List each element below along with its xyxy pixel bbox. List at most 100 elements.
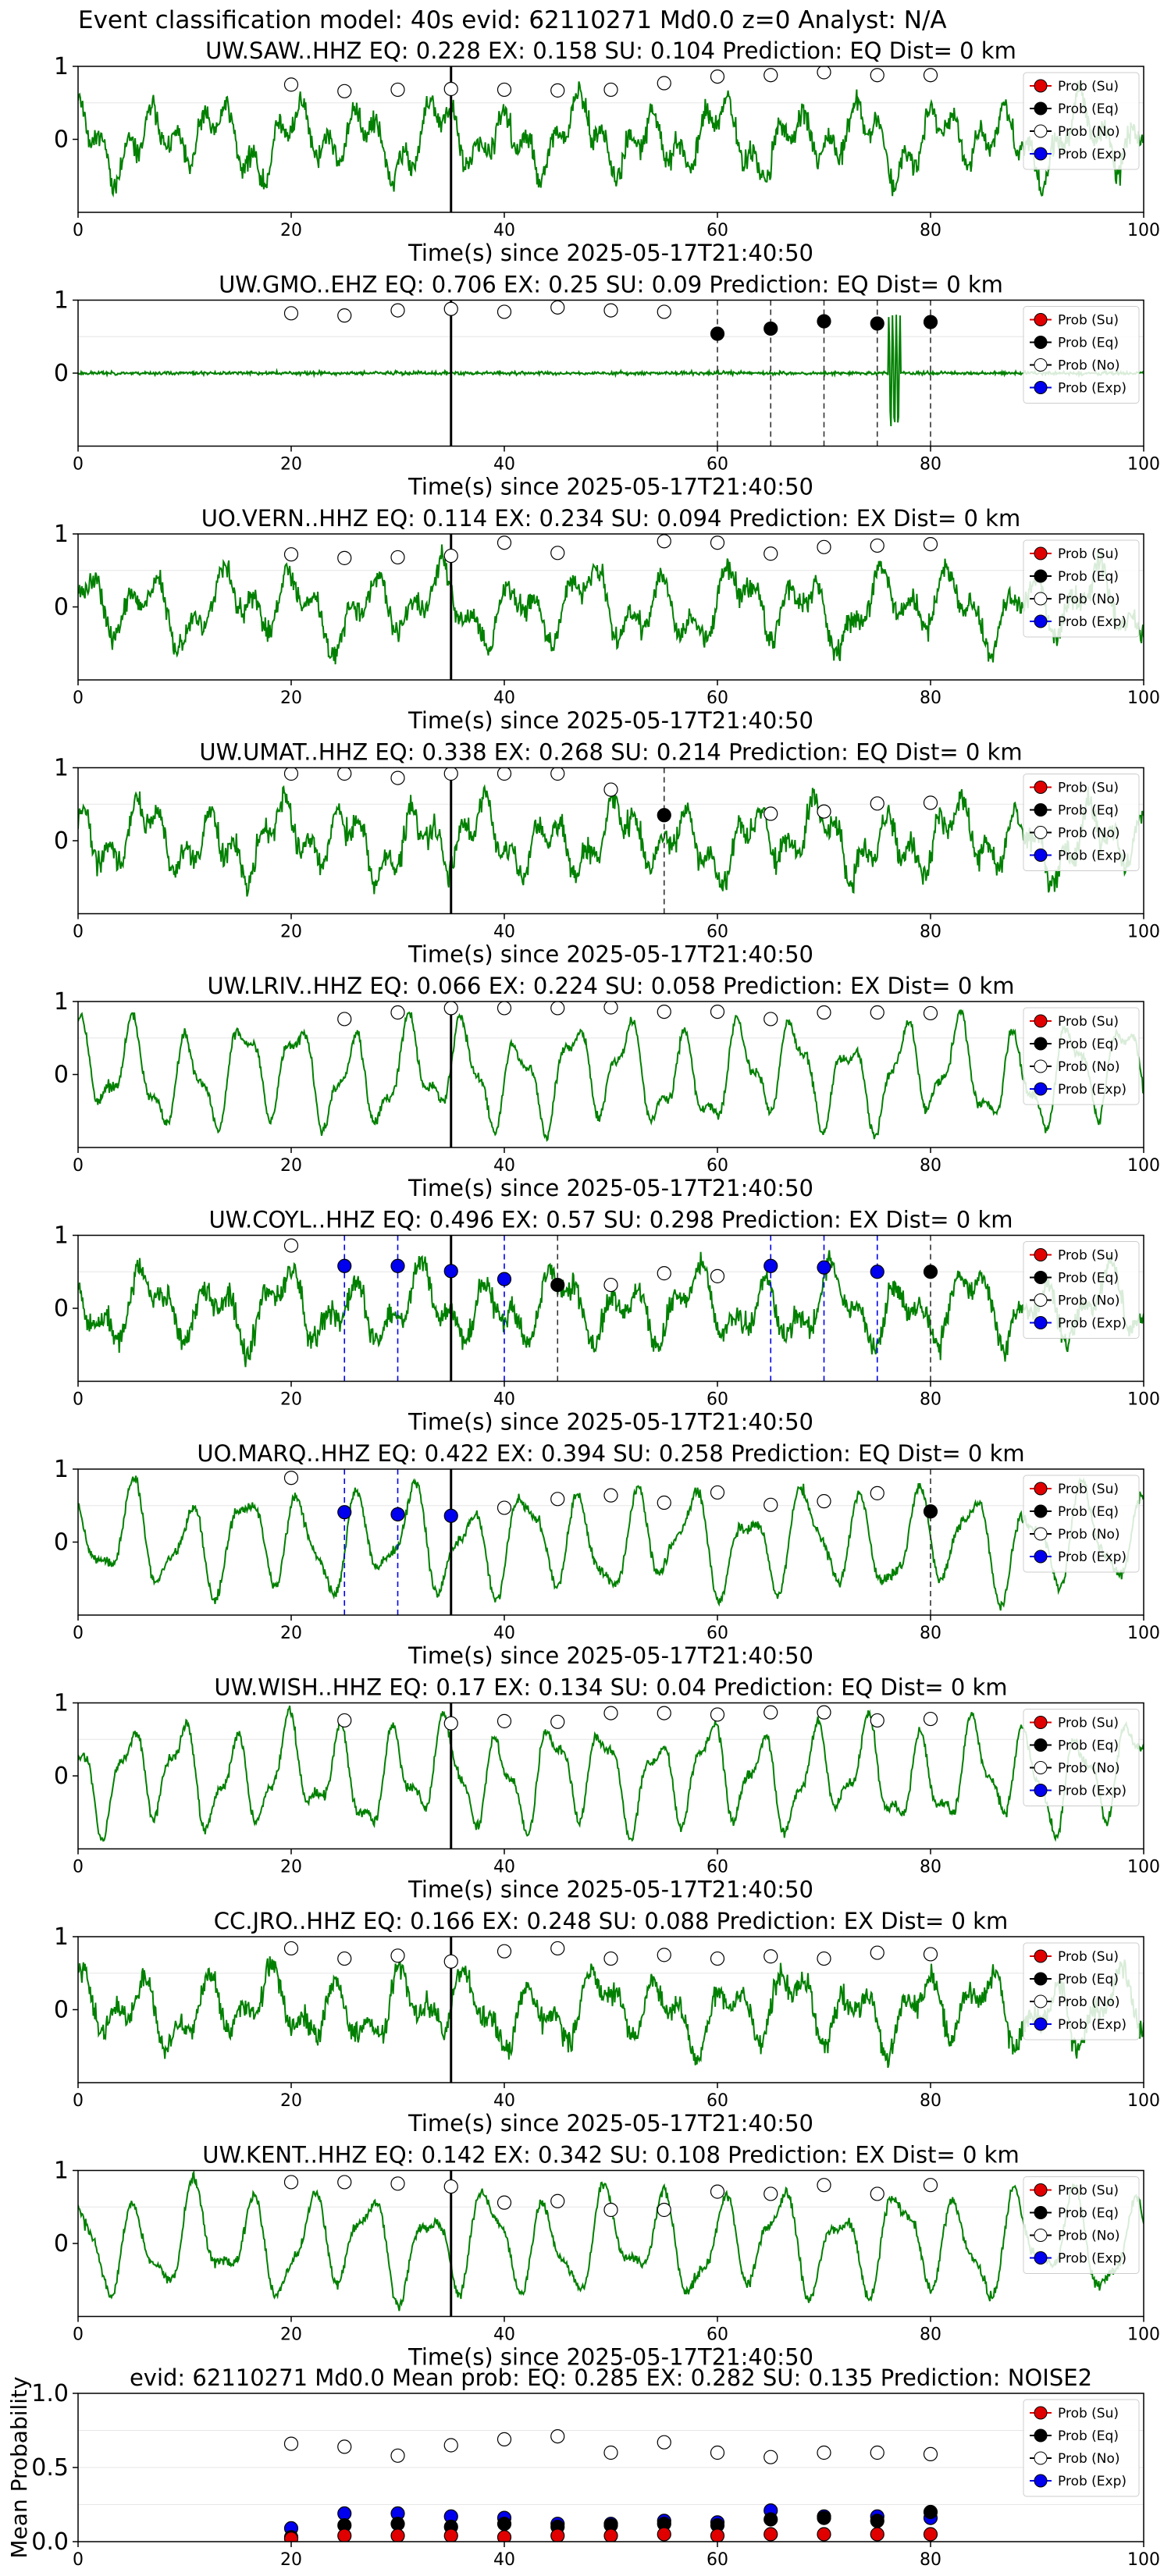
legend-marker-exp: [1034, 2474, 1048, 2488]
marker-eq: [923, 1504, 938, 1519]
marker-no: [443, 548, 458, 564]
legend-box: [1023, 2176, 1140, 2274]
y-tick-label: 1: [54, 521, 69, 548]
legend-label-exp: Prob (Exp): [1058, 1316, 1127, 1332]
legend-marker-no: [1034, 2229, 1048, 2242]
marker-no: [657, 1948, 671, 1962]
panel-title: UW.LRIV..HHZ EQ: 0.066 EX: 0.224 SU: 0.0…: [207, 973, 1014, 999]
x-tick-label: 40: [493, 2550, 515, 2570]
legend-marker-exp: [1034, 1784, 1048, 1797]
marker-no: [870, 1945, 884, 1960]
x-tick-label: 80: [920, 923, 941, 942]
marker-no: [870, 538, 884, 553]
panel-title: UO.VERN..HHZ EQ: 0.114 EX: 0.234 SU: 0.0…: [201, 505, 1020, 532]
marker-no: [283, 306, 299, 321]
legend-label-exp: Prob (Exp): [1058, 2474, 1127, 2489]
marker-su: [870, 2527, 884, 2542]
figure-title: Event classification model: 40s evid: 62…: [78, 6, 947, 34]
marker-no: [817, 1494, 831, 1509]
marker-no: [710, 535, 725, 550]
marker-no: [443, 2438, 458, 2453]
legend-label-no: Prob (No): [1058, 1761, 1120, 1777]
y-tick-label: 0: [54, 1763, 69, 1790]
legend-marker-su: [1034, 781, 1048, 794]
x-axis-label: Time(s) since 2025-05-17T21:40:50: [408, 2344, 813, 2371]
marker-no: [443, 1002, 458, 1016]
legend-marker-no: [1034, 1761, 1048, 1774]
marker-no: [390, 1005, 405, 1020]
legend-label-eq: Prob (Eq): [1058, 1271, 1119, 1286]
marker-no: [763, 1012, 778, 1026]
marker-no: [817, 66, 831, 80]
marker-no: [497, 1002, 512, 1016]
legend-label-eq: Prob (Eq): [1058, 2206, 1119, 2222]
marker-no: [443, 1716, 458, 1731]
x-tick-label: 0: [73, 2325, 84, 2345]
legend-label-exp: Prob (Exp): [1058, 1550, 1127, 1565]
panel-content: [78, 1469, 1144, 1615]
y-tick-label: 1.0: [31, 2380, 69, 2407]
x-tick-label: 20: [280, 2325, 302, 2345]
marker-eq: [923, 1265, 938, 1279]
legend-marker-eq: [1034, 101, 1048, 116]
legend-label-no: Prob (No): [1058, 1059, 1120, 1075]
marker-no: [283, 2175, 299, 2190]
x-tick-label: 100: [1127, 1156, 1160, 1176]
panel-title: evid: 62110271 Md0.0 Mean prob: EQ: 0.28…: [130, 2364, 1092, 2391]
x-tick-label: 20: [280, 2091, 302, 2111]
marker-no: [550, 767, 565, 781]
marker-no: [550, 2194, 565, 2208]
legend-label-eq: Prob (Eq): [1058, 803, 1119, 819]
marker-eq: [390, 2517, 405, 2532]
marker-no: [710, 2445, 725, 2460]
legend-marker-eq: [1034, 1738, 1048, 1752]
legend-label-eq: Prob (Eq): [1058, 101, 1119, 117]
marker-no: [337, 84, 352, 98]
legend-box: [1023, 306, 1140, 404]
marker-no: [337, 1012, 352, 1026]
marker-eq: [817, 314, 831, 329]
marker-no: [657, 1706, 671, 1720]
x-tick-label: 60: [707, 221, 728, 240]
marker-no: [603, 782, 618, 797]
panel-title: UO.MARQ..HHZ EQ: 0.422 EX: 0.394 SU: 0.2…: [197, 1440, 1024, 1467]
marker-no: [337, 2439, 352, 2454]
x-axis-label: Time(s) since 2025-05-17T21:40:50: [408, 1877, 813, 1903]
marker-eq: [497, 2517, 512, 2532]
x-tick-label: 40: [493, 2325, 515, 2345]
station-panel-4: UW.UMAT..HHZ EQ: 0.338 EX: 0.268 SU: 0.2…: [54, 739, 1160, 968]
x-tick-label: 80: [920, 1858, 941, 1877]
legend-label-exp: Prob (Exp): [1058, 147, 1127, 162]
x-tick-label: 0: [73, 2550, 84, 2570]
legend-label-no: Prob (No): [1058, 592, 1120, 607]
waveform-trace: [78, 2170, 1144, 2311]
marker-su: [550, 2528, 565, 2542]
marker-no: [870, 1713, 884, 1728]
waveform-trace: [78, 1956, 1144, 2069]
legend-marker-no: [1034, 1293, 1048, 1307]
marker-no: [657, 304, 671, 319]
marker-no: [603, 2202, 618, 2218]
marker-no: [497, 1944, 512, 1959]
marker-no: [923, 1005, 938, 1021]
legend-label-eq: Prob (Eq): [1058, 336, 1119, 351]
y-tick-label: 0: [54, 1529, 69, 1557]
legend-marker-su: [1034, 546, 1048, 560]
y-tick-label: 0: [54, 827, 69, 855]
x-tick-label: 100: [1127, 455, 1160, 475]
marker-su: [443, 2528, 458, 2542]
legend-marker-exp: [1034, 2017, 1048, 2031]
legend-label-su: Prob (Su): [1058, 79, 1119, 94]
marker-no: [497, 535, 512, 550]
y-axis-label: Mean Probability: [6, 2376, 32, 2558]
marker-no: [283, 77, 299, 92]
legend-marker-no: [1034, 1059, 1048, 1073]
panel-content: [78, 534, 1144, 680]
marker-no: [710, 69, 725, 84]
marker-exp: [390, 1507, 405, 1522]
marker-no: [337, 1713, 352, 1728]
marker-no: [497, 2195, 512, 2210]
legend-label-su: Prob (Su): [1058, 781, 1119, 796]
marker-no: [870, 68, 884, 83]
marker-no: [337, 1951, 352, 1966]
